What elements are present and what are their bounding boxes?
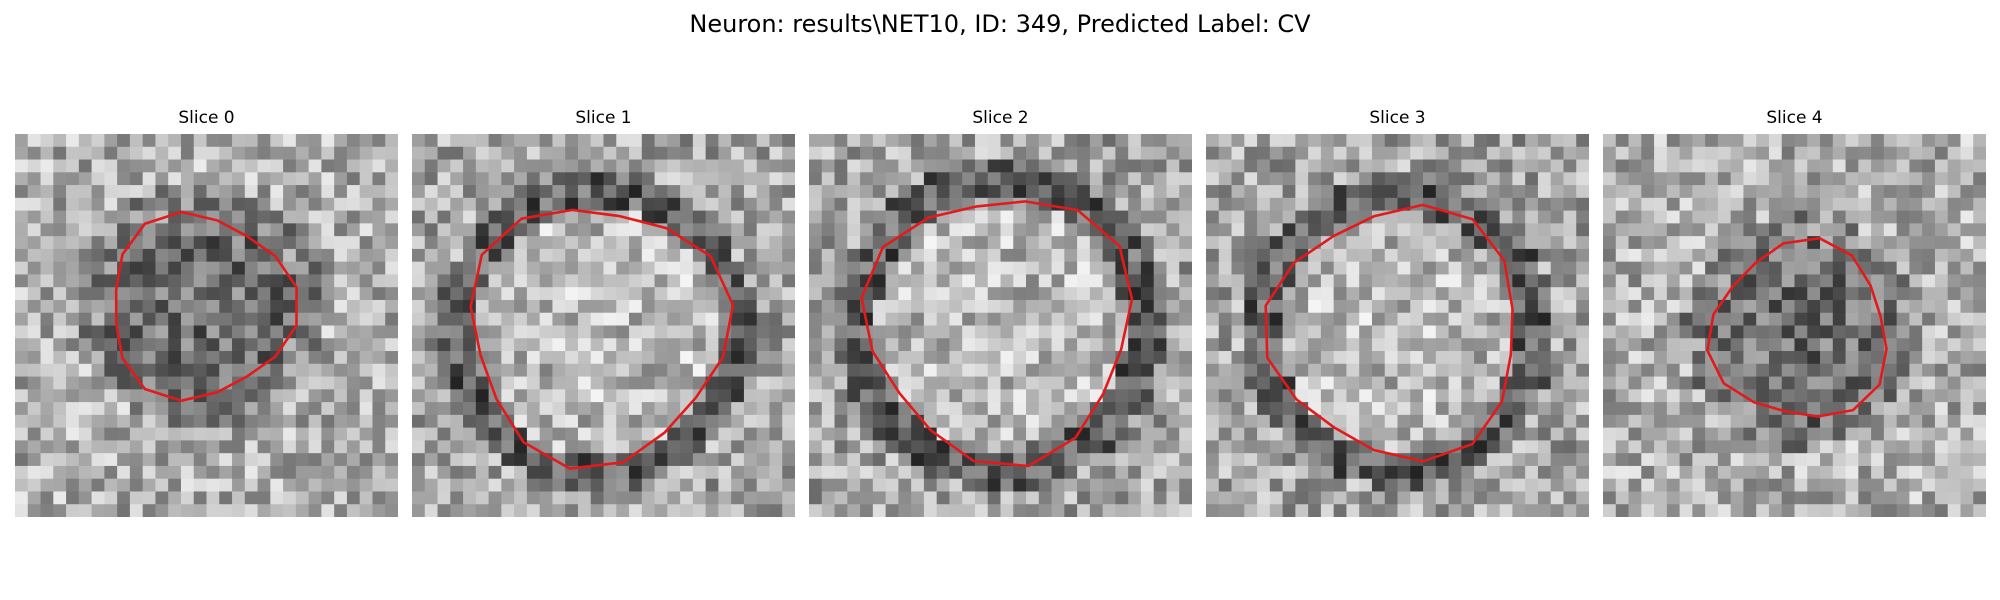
slice-title: Slice 4: [1766, 108, 1823, 128]
slice-svg: [809, 134, 1192, 517]
slice-svg: [1603, 134, 1986, 517]
pixel-grid: [809, 134, 1192, 517]
figure-title: Neuron: results\NET10, ID: 349, Predicte…: [689, 10, 1311, 38]
slice-panel-0: Slice 0: [15, 108, 398, 517]
slice-image: [412, 134, 795, 517]
slice-panel-3: Slice 3: [1206, 108, 1589, 517]
slice-image: [1206, 134, 1589, 517]
neuron-outline: [1706, 236, 1888, 418]
pixel-grid: [1603, 134, 1986, 517]
pixel-grid: [1206, 134, 1589, 517]
slice-image: [809, 134, 1192, 517]
slice-svg: [1206, 134, 1589, 517]
slice-title: Slice 1: [575, 108, 632, 128]
slice-panel-4: Slice 4: [1603, 108, 1986, 517]
slice-image: [15, 134, 398, 517]
pixel-grid: [412, 134, 795, 517]
slice-panel-2: Slice 2: [809, 108, 1192, 517]
slice-svg: [412, 134, 795, 517]
neuron-outline: [114, 210, 298, 403]
slice-svg: [15, 134, 398, 517]
slice-title: Slice 2: [972, 108, 1029, 128]
pixel-grid: [15, 134, 398, 517]
neuron-outline: [860, 200, 1134, 468]
slice-image: [1603, 134, 1986, 517]
slice-title: Slice 3: [1369, 108, 1426, 128]
slice-panel-1: Slice 1: [412, 108, 795, 517]
neuron-outline: [469, 208, 735, 470]
neuron-outline: [1264, 203, 1514, 463]
slice-title: Slice 0: [178, 108, 235, 128]
